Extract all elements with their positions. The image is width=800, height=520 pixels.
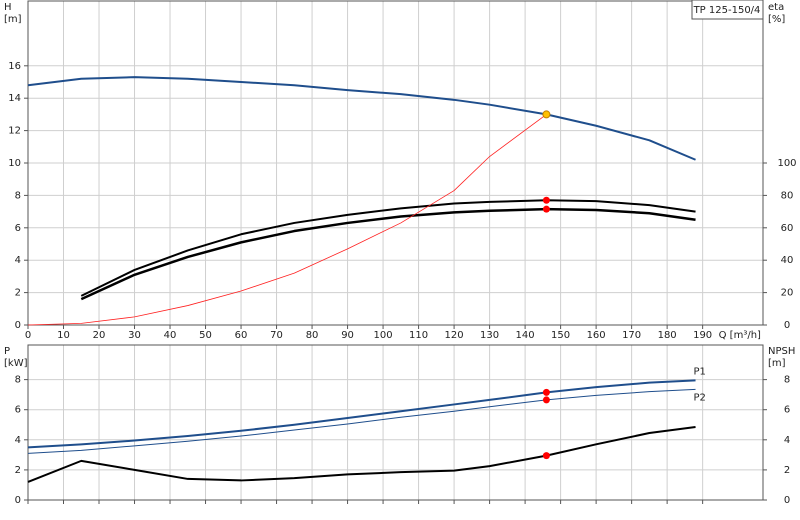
y-tick-label: 8 <box>15 375 21 386</box>
x-tick-label: 100 <box>374 330 393 341</box>
x-tick-label: 40 <box>164 330 177 341</box>
series-label: P1 <box>694 366 706 377</box>
series-line <box>27 76 696 161</box>
y2-axis-label: eta <box>768 2 784 13</box>
x-tick-label: 20 <box>93 330 106 341</box>
y-tick-label: 0 <box>15 320 21 331</box>
y-tick-label: 10 <box>8 158 21 169</box>
x-tick-label: 80 <box>306 330 319 341</box>
y2-tick-label: 8 <box>784 375 790 386</box>
x-tick-label: 190 <box>693 330 712 341</box>
x-tick-label: 160 <box>587 330 606 341</box>
y-axis-label: H <box>4 2 12 13</box>
series-line <box>27 388 696 454</box>
x-tick-label: 110 <box>409 330 428 341</box>
x-tick-label: 30 <box>128 330 141 341</box>
y2-tick-label: 0 <box>784 495 790 506</box>
y-tick-label: 2 <box>15 288 21 299</box>
x-tick-label: 180 <box>658 330 677 341</box>
y-axis-label: P <box>4 346 10 357</box>
y2-tick-label: 6 <box>784 405 790 416</box>
x-axis-label: Q [m³/h] <box>719 330 761 341</box>
y-tick-label: 12 <box>8 126 21 137</box>
series-line <box>27 426 696 483</box>
x-tick-label: 130 <box>480 330 499 341</box>
y2-tick-label: 40 <box>781 255 794 266</box>
series-line <box>80 207 696 301</box>
operating-point <box>542 196 550 204</box>
x-tick-label: 120 <box>445 330 464 341</box>
series-line <box>80 199 696 297</box>
operating-point <box>542 110 551 119</box>
y2-tick-label: 2 <box>784 465 790 476</box>
x-tick-label: 10 <box>57 330 70 341</box>
operating-point <box>542 388 550 396</box>
y2-tick-label: 100 <box>777 158 796 169</box>
y2-tick-label: 80 <box>781 190 794 201</box>
x-tick-label: 60 <box>235 330 248 341</box>
series-label: P2 <box>694 392 706 403</box>
series-line <box>27 379 696 449</box>
y-axis-label: [m] <box>4 14 22 25</box>
y-tick-label: 6 <box>15 223 21 234</box>
y-axis-label: [kW] <box>4 358 28 369</box>
x-tick-label: 50 <box>199 330 212 341</box>
x-tick-label: 140 <box>516 330 535 341</box>
operating-point <box>542 452 550 460</box>
plot-frame <box>27 344 764 501</box>
operating-point <box>542 205 550 213</box>
x-tick-label: 90 <box>341 330 354 341</box>
x-tick-label: 170 <box>622 330 641 341</box>
x-tick-label: 70 <box>270 330 283 341</box>
y-tick-label: 2 <box>15 465 21 476</box>
title-box <box>691 0 764 20</box>
x-tick-label: 150 <box>551 330 570 341</box>
y2-tick-label: 0 <box>784 320 790 331</box>
y2-axis-label: [%] <box>768 14 785 25</box>
y2-tick-label: 4 <box>784 435 790 446</box>
y-tick-label: 8 <box>15 190 21 201</box>
chart-title: TP 125-150/4 <box>693 5 761 16</box>
operating-point <box>542 396 550 404</box>
y-tick-label: 6 <box>15 405 21 416</box>
y2-tick-label: 20 <box>781 288 794 299</box>
y2-axis-label: [m] <box>768 358 786 369</box>
y-tick-label: 4 <box>15 255 21 266</box>
x-tick-label: 0 <box>25 330 31 341</box>
y-tick-label: 14 <box>8 93 21 104</box>
y-tick-label: 16 <box>8 61 21 72</box>
y-tick-label: 0 <box>15 495 21 506</box>
plot-frame <box>27 0 764 326</box>
y2-tick-label: 60 <box>781 223 794 234</box>
y-tick-label: 4 <box>15 435 21 446</box>
y2-axis-label: NPSH <box>768 346 795 357</box>
series-line <box>27 114 547 326</box>
